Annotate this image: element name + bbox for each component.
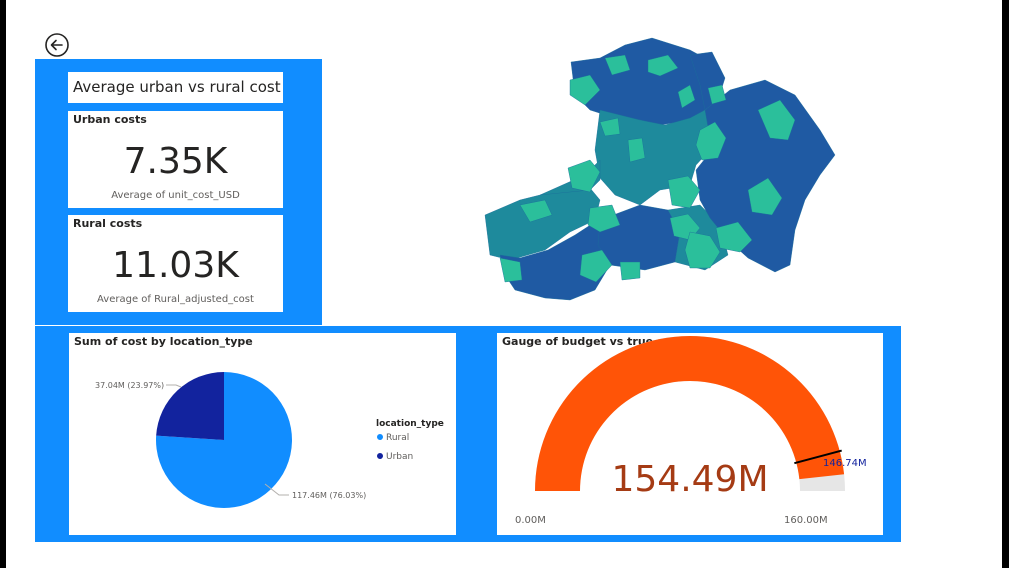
gauge-max-label: 160.00M: [784, 515, 828, 526]
filled-map[interactable]: [478, 34, 838, 306]
map-region-12[interactable]: [677, 84, 696, 109]
pie-chart[interactable]: 37.04M (23.97%) 117.46M (76.03%) locatio…: [69, 333, 456, 535]
map-region-24[interactable]: [747, 177, 783, 216]
map-region-18[interactable]: [587, 204, 621, 233]
legend-item-urban[interactable]: Urban: [386, 452, 413, 462]
rural-costs-card[interactable]: Rural costs 11.03K Average of Rural_adju…: [68, 215, 283, 312]
map-region-13[interactable]: [707, 84, 727, 105]
gauge-min-label: 0.00M: [515, 515, 546, 526]
map-region-20[interactable]: [579, 249, 613, 283]
gauge-target-label: 146.74M: [823, 458, 867, 469]
map-region-25[interactable]: [757, 99, 796, 141]
gauge-card[interactable]: Gauge of budget vs true spendage 146.74M…: [497, 333, 883, 535]
back-arrow-icon[interactable]: [44, 32, 70, 58]
rural-card-title: Rural costs: [73, 217, 143, 230]
rural-cost-subtitle: Average of Rural_adjusted_cost: [97, 294, 254, 305]
urban-cost-subtitle: Average of unit_cost_USD: [111, 190, 240, 201]
map-region-15[interactable]: [627, 137, 646, 163]
urban-cost-value: 7.35K: [123, 141, 228, 182]
pie-chart-card[interactable]: Sum of cost by location_type 37.04M (23.…: [69, 333, 456, 535]
map-region-21[interactable]: [667, 175, 701, 209]
legend-marker-rural: [377, 434, 383, 440]
map-region-17[interactable]: [519, 199, 553, 223]
pie-chart-title: Sum of cost by location_type: [74, 335, 253, 348]
map-region-28[interactable]: [599, 117, 621, 137]
gauge-target-marker: [794, 449, 842, 465]
kpi-panel-title: Average urban vs rural cost: [73, 78, 281, 96]
leader-line-rural: [264, 483, 289, 496]
urban-costs-card[interactable]: Urban costs 7.35K Average of unit_cost_U…: [68, 111, 283, 208]
gauge-chart[interactable]: 146.74M 0.00M 160.00M: [497, 333, 883, 535]
map-region-27[interactable]: [619, 261, 641, 281]
legend-title: location_type: [376, 419, 444, 429]
map-region-26[interactable]: [684, 231, 721, 269]
legend-item-rural[interactable]: Rural: [386, 433, 409, 443]
leader-line-urban: [166, 384, 182, 388]
rural-cost-value: 11.03K: [112, 245, 239, 286]
map-region-10[interactable]: [604, 54, 631, 76]
legend-marker-urban: [377, 453, 383, 459]
map-region-19[interactable]: [499, 257, 523, 283]
pie-label-rural: 117.46M (76.03%): [292, 491, 366, 500]
pie-label-urban: 37.04M (23.97%): [95, 381, 164, 390]
pie-slice-rural[interactable]: [156, 372, 293, 508]
pie-slice-urban[interactable]: [156, 372, 224, 440]
map-region-14[interactable]: [695, 121, 727, 161]
map-regions[interactable]: [484, 37, 836, 301]
map-region-11[interactable]: [647, 54, 679, 77]
map-region-16[interactable]: [567, 159, 601, 193]
kpi-title-card: Average urban vs rural cost: [68, 72, 283, 103]
map-region-9[interactable]: [569, 74, 601, 106]
map-region-23[interactable]: [715, 221, 753, 253]
urban-card-title: Urban costs: [73, 113, 147, 126]
gauge-value: 154.49M: [611, 459, 769, 500]
gauge-fill[interactable]: [535, 336, 845, 491]
